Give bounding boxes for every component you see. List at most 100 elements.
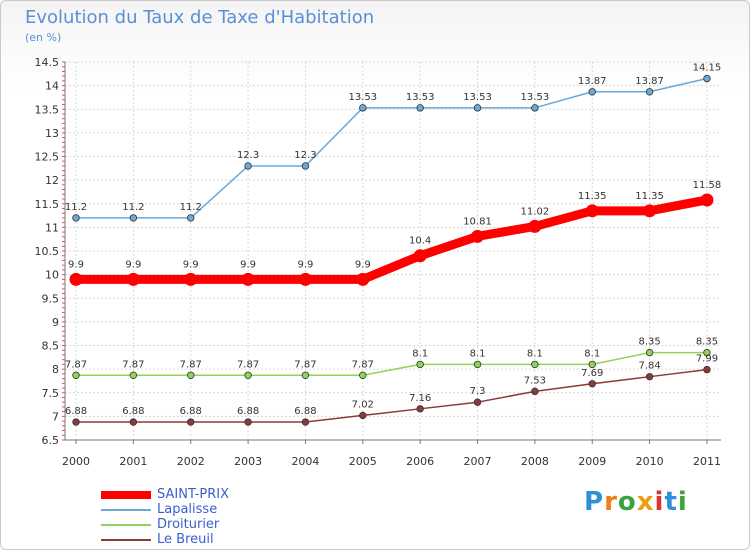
data-point-lapalisse [531, 104, 539, 112]
data-point-le-breuil [473, 398, 482, 406]
y-tick-label: 11.5 [35, 198, 60, 211]
chart-title: Evolution du Taux de Taxe d'Habitation [25, 7, 375, 28]
legend-swatch [101, 508, 151, 511]
data-label-droiturier: 7.87 [237, 359, 259, 370]
x-tick-label: 2001 [119, 455, 147, 468]
data-label-le-breuil: 7.16 [409, 393, 431, 404]
data-label-saint-prix: 10.81 [463, 216, 492, 227]
y-tick-label: 14.5 [35, 56, 60, 69]
data-label-lapalisse: 12.3 [237, 150, 259, 161]
data-label-lapalisse: 13.87 [578, 76, 607, 87]
y-tick-label: 8.5 [42, 340, 60, 353]
data-label-droiturier: 7.87 [352, 359, 374, 370]
data-point-saint-prix [69, 272, 83, 286]
x-tick-label: 2009 [578, 455, 606, 468]
y-tick-label: 13 [45, 127, 59, 140]
data-label-saint-prix: 11.35 [635, 191, 664, 202]
x-tick-label: 2008 [521, 455, 549, 468]
data-point-saint-prix [298, 272, 312, 286]
data-label-le-breuil: 6.88 [65, 406, 87, 417]
data-label-saint-prix: 9.9 [183, 259, 199, 270]
data-label-droiturier: 8.35 [638, 337, 660, 348]
data-point-lapalisse [72, 214, 80, 222]
logo-letter: i [654, 487, 665, 517]
data-point-le-breuil [301, 418, 310, 426]
y-tick-label: 12 [45, 174, 59, 187]
x-tick-label: 2002 [177, 455, 205, 468]
legend-label: Droiturier [157, 517, 220, 532]
data-point-lapalisse [129, 214, 138, 222]
data-label-droiturier: 8.1 [584, 348, 600, 359]
data-label-lapalisse: 13.53 [348, 92, 377, 103]
data-label-saint-prix: 9.9 [68, 259, 84, 270]
data-label-lapalisse: 13.53 [521, 92, 550, 103]
legend-label: Lapalisse [157, 502, 218, 517]
y-tick-label: 7 [52, 410, 59, 423]
data-point-lapalisse [645, 88, 654, 96]
series-line-droiturier [75, 351, 708, 377]
legend-label: Le Breuil [157, 532, 214, 547]
series-line-le-breuil [75, 368, 708, 423]
x-tick-label: 2000 [62, 455, 90, 468]
y-tick-label: 11 [45, 221, 59, 234]
data-label-lapalisse: 14.15 [693, 63, 722, 74]
chart-legend: SAINT-PRIX Lapalisse Droiturier Le Breuil [101, 487, 229, 547]
data-label-droiturier: 8.1 [470, 348, 486, 359]
legend-swatch [101, 538, 151, 541]
series-line-lapalisse [75, 77, 708, 219]
data-label-lapalisse: 13.53 [406, 92, 435, 103]
data-label-droiturier: 7.87 [294, 359, 316, 370]
y-tick-label: 13.5 [35, 103, 60, 116]
data-point-droiturier [244, 371, 252, 379]
x-tick-label: 2010 [636, 455, 664, 468]
data-label-le-breuil: 7.02 [352, 399, 374, 410]
data-point-droiturier [72, 371, 80, 379]
data-point-droiturier [416, 360, 424, 369]
y-tick-label: 14 [45, 80, 59, 93]
chart-subtitle: (en %) [25, 31, 62, 44]
data-point-le-breuil [531, 387, 539, 396]
data-point-saint-prix [413, 249, 427, 263]
data-point-lapalisse [588, 88, 596, 96]
data-label-le-breuil: 7.3 [470, 386, 486, 397]
logo-letter: P [584, 487, 605, 517]
legend-item-lapalisse: Lapalisse [101, 502, 229, 517]
legend-swatch [101, 490, 151, 499]
legend-label: SAINT-PRIX [157, 487, 229, 502]
logo-letter: i [677, 487, 688, 517]
legend-item-saint-prix: SAINT-PRIX [101, 487, 229, 502]
data-label-saint-prix: 9.9 [240, 259, 256, 270]
data-point-lapalisse [244, 162, 252, 170]
data-label-le-breuil: 6.88 [294, 406, 316, 417]
data-point-droiturier [588, 360, 596, 369]
logo-letter: r [604, 487, 618, 517]
data-label-saint-prix: 11.02 [521, 206, 550, 217]
x-tick-label: 2003 [234, 455, 262, 468]
data-point-saint-prix [528, 219, 542, 233]
data-point-le-breuil [703, 365, 711, 374]
data-point-saint-prix [700, 193, 714, 207]
data-point-droiturier [473, 360, 482, 369]
logo-letter: x [636, 487, 655, 517]
data-label-le-breuil: 7.69 [581, 368, 603, 379]
data-label-droiturier: 8.35 [696, 337, 718, 348]
data-label-le-breuil: 7.84 [638, 361, 660, 372]
data-point-droiturier [301, 371, 310, 379]
data-point-lapalisse [301, 162, 310, 170]
data-point-lapalisse [187, 214, 195, 222]
data-point-lapalisse [359, 104, 367, 112]
data-point-lapalisse [473, 104, 482, 112]
data-label-le-breuil: 6.88 [237, 406, 259, 417]
y-tick-label: 12.5 [35, 151, 60, 164]
data-point-lapalisse [703, 74, 711, 83]
data-point-droiturier [129, 371, 138, 379]
data-point-saint-prix [126, 272, 140, 286]
x-tick-label: 2004 [291, 455, 319, 468]
data-point-le-breuil [244, 418, 252, 426]
data-point-le-breuil [72, 418, 80, 426]
legend-item-le-breuil: Le Breuil [101, 532, 229, 547]
y-tick-label: 9.5 [42, 292, 60, 305]
data-label-le-breuil: 7.99 [696, 354, 718, 365]
data-point-lapalisse [416, 104, 424, 112]
data-point-saint-prix [643, 204, 657, 218]
